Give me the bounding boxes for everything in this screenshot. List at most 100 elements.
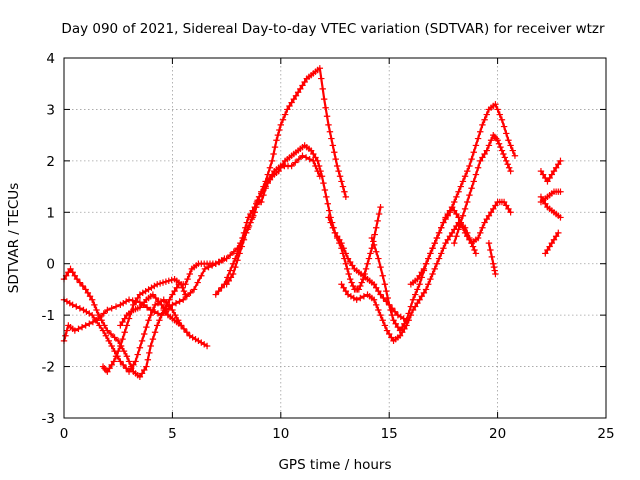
x-tick-label: 0 [60, 426, 69, 442]
axis-ticks: 0 5 10 15 20 25 -3 -2 -1 0 1 2 3 4 [42, 51, 615, 442]
data-point-marker [151, 329, 159, 336]
data-point-marker [218, 284, 225, 291]
data-point-marker [149, 291, 157, 298]
series-sat-d [99, 275, 189, 375]
data-point-marker [254, 198, 261, 206]
data-point-marker [258, 188, 265, 195]
data-point-marker [93, 306, 100, 314]
data-point-marker [325, 214, 332, 221]
data-point-marker [371, 231, 378, 238]
data-point-marker [331, 229, 339, 237]
data-point-marker [472, 142, 480, 149]
data-point-marker [377, 263, 384, 271]
data-point-marker [490, 260, 497, 267]
data-point-marker [247, 219, 254, 226]
data-point-marker [107, 330, 115, 338]
data-point-marker [159, 279, 167, 286]
data-point-marker [392, 320, 399, 327]
data-point-marker [154, 322, 161, 329]
y-axis-label: SDTVAR / TECUs [6, 183, 22, 293]
data-point-marker [451, 207, 458, 214]
data-point-marker [69, 269, 76, 276]
data-point-marker [158, 301, 165, 309]
data-point-marker [105, 337, 113, 345]
data-point-marker [168, 276, 175, 284]
data-point-marker [275, 167, 282, 175]
data-point-marker [379, 272, 386, 279]
series-trace [539, 195, 562, 219]
data-point-marker [429, 270, 436, 278]
data-point-marker [96, 322, 103, 329]
data-point-marker [433, 260, 441, 267]
data-point-marker [82, 322, 89, 329]
data-point-marker [279, 161, 287, 168]
data-point-marker [448, 229, 456, 237]
data-point-marker [342, 287, 350, 295]
data-point-marker [288, 99, 295, 106]
data-point-marker [372, 248, 380, 255]
data-point-marker [555, 161, 562, 168]
data-point-marker [121, 315, 128, 322]
data-point-marker [557, 214, 564, 221]
y-tick-label: -3 [42, 411, 55, 427]
data-point-marker [383, 327, 391, 334]
data-point-marker [483, 147, 490, 154]
data-point-marker [86, 293, 94, 300]
data-point-marker [485, 239, 493, 247]
data-point-marker [123, 353, 131, 360]
grid [64, 58, 606, 418]
data-point-marker [368, 245, 376, 252]
data-point-marker [470, 178, 477, 185]
data-point-marker [338, 178, 345, 185]
data-point-marker [401, 320, 408, 327]
data-point-marker [503, 130, 510, 137]
data-point-marker [327, 219, 334, 226]
chart-title: Day 090 of 2021, Sidereal Day-to-day VTE… [61, 21, 605, 37]
data-point-marker [414, 275, 421, 283]
data-point-marker [99, 327, 107, 334]
data-point-marker [483, 215, 490, 223]
data-point-marker [286, 102, 293, 110]
data-point-marker [349, 262, 356, 269]
data-point-marker [477, 229, 484, 237]
data-point-marker [149, 306, 157, 314]
series-sat-p [537, 193, 564, 221]
x-tick-label: 15 [381, 426, 398, 442]
data-point-marker [442, 215, 449, 223]
data-point-marker [117, 342, 124, 350]
data-point-marker [379, 317, 386, 324]
data-point-marker [481, 150, 488, 158]
data-point-marker [120, 361, 127, 369]
data-point-marker [250, 212, 257, 219]
data-point-marker [346, 275, 354, 283]
data-point-marker [487, 246, 494, 254]
data-point-marker [466, 191, 473, 199]
data-point-marker [418, 293, 425, 300]
data-point-marker [472, 171, 480, 178]
data-point-marker [548, 239, 555, 247]
data-point-marker [215, 287, 222, 295]
data-point-marker [120, 347, 128, 355]
data-point-marker [386, 330, 393, 338]
data-point-marker [550, 236, 558, 243]
series-sat-g [223, 65, 350, 288]
data-point-marker [328, 135, 335, 142]
data-point-marker [349, 282, 357, 290]
data-point-marker [444, 236, 451, 243]
data-point-marker [171, 287, 178, 295]
data-point-marker [71, 272, 79, 279]
data-point-marker [292, 159, 299, 166]
data-point-marker [134, 351, 141, 358]
data-point-marker [248, 215, 256, 223]
data-point-marker [496, 111, 503, 118]
data-point-marker [75, 325, 82, 333]
data-point-marker [78, 323, 86, 331]
data-point-marker [353, 296, 360, 303]
data-point-marker [539, 171, 547, 178]
data-point-marker [377, 291, 384, 298]
data-point-marker [179, 284, 186, 291]
data-point-marker [381, 281, 389, 288]
data-point-marker [212, 291, 219, 298]
data-point-marker [169, 291, 176, 298]
data-point-marker [169, 306, 176, 314]
